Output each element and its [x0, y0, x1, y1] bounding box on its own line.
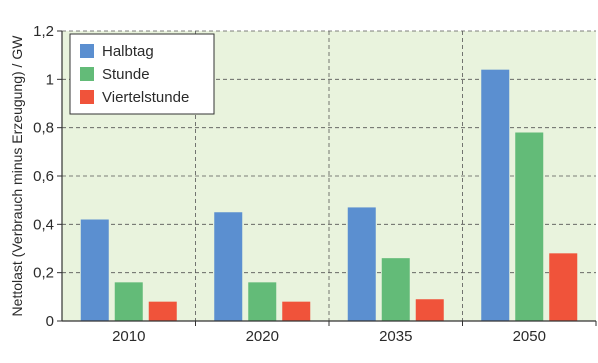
bar-stunde-2035	[381, 258, 410, 321]
x-tick-labels: 2010 2020 2035 2050	[112, 321, 597, 345]
legend-swatch	[80, 67, 94, 81]
bar-viertelstunde-2035	[415, 299, 444, 321]
legend-swatch	[80, 44, 94, 58]
legend-swatch	[80, 90, 94, 104]
bar-stunde-2050	[515, 132, 544, 321]
bar-stunde-2010	[114, 282, 143, 321]
y-tick-labels: 0 0,2 0,4 0,6 0,8 1 1,2	[33, 23, 62, 330]
x-tick-label: 2010	[112, 328, 145, 345]
y-axis-label: Nettolast (Verbrauch minus Erzeugung) / …	[9, 35, 25, 317]
legend: Halbtag Stunde Viertelstunde	[69, 33, 215, 115]
bar-halbtag-2010	[80, 219, 109, 321]
x-tick-label: 2020	[246, 328, 279, 345]
x-tick-label: 2035	[379, 328, 412, 345]
y-tick-label: 1,2	[33, 23, 54, 40]
bars	[80, 69, 578, 322]
bar-halbtag-2020	[214, 212, 243, 321]
y-tick-label: 0,2	[33, 265, 54, 282]
legend-label: Halbtag	[102, 43, 154, 60]
bar-viertelstunde-2020	[282, 301, 311, 321]
bar-halbtag-2035	[347, 207, 376, 321]
bar-halbtag-2050	[481, 69, 510, 322]
bar-stunde-2020	[248, 282, 277, 321]
bar-viertelstunde-2010	[148, 301, 177, 321]
x-tick-label: 2050	[513, 328, 546, 345]
bar-viertelstunde-2050	[549, 253, 578, 321]
legend-label: Viertelstunde	[102, 89, 189, 106]
legend-label: Stunde	[102, 66, 150, 83]
y-tick-label: 0,6	[33, 168, 54, 185]
y-tick-label: 0,8	[33, 120, 54, 137]
y-tick-label: 0,4	[33, 216, 54, 233]
y-tick-label: 1	[46, 71, 54, 88]
y-tick-label: 0	[46, 313, 54, 330]
